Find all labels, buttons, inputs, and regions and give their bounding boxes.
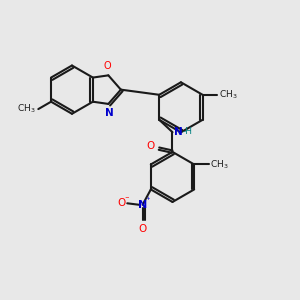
- Text: N: N: [174, 127, 183, 136]
- Text: $^-$: $^-$: [123, 194, 130, 202]
- Text: CH$_3$: CH$_3$: [219, 88, 237, 101]
- Text: CH$_3$: CH$_3$: [210, 158, 229, 171]
- Text: CH$_3$: CH$_3$: [17, 103, 36, 115]
- Text: $^+$: $^+$: [144, 196, 152, 205]
- Text: O: O: [118, 198, 126, 208]
- Text: O: O: [138, 224, 147, 235]
- Text: O: O: [103, 61, 111, 71]
- Text: O: O: [147, 141, 155, 151]
- Text: N: N: [138, 200, 147, 210]
- Text: -H: -H: [182, 127, 192, 136]
- Text: N: N: [105, 108, 113, 118]
